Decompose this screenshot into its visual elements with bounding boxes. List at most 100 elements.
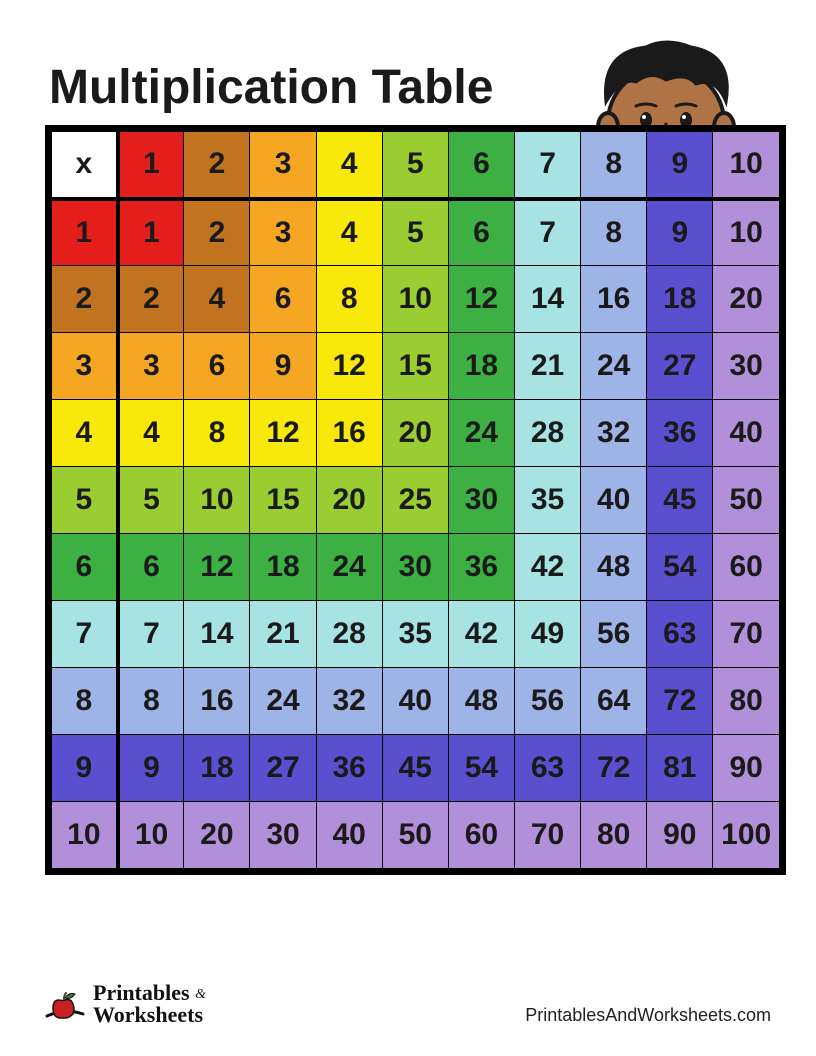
row-header-3: 3 (52, 333, 118, 400)
cell-7-7: 49 (514, 601, 580, 668)
cell-6-1: 6 (118, 534, 184, 601)
cell-1-7: 7 (514, 199, 580, 266)
cell-1-8: 8 (581, 199, 647, 266)
cell-3-8: 24 (581, 333, 647, 400)
cell-5-7: 35 (514, 467, 580, 534)
cell-9-5: 45 (382, 735, 448, 802)
cell-7-5: 35 (382, 601, 448, 668)
cell-10-8: 80 (581, 802, 647, 869)
cell-10-6: 60 (448, 802, 514, 869)
cell-10-1: 10 (118, 802, 184, 869)
cell-4-10: 40 (713, 400, 780, 467)
cell-6-6: 36 (448, 534, 514, 601)
cell-8-6: 48 (448, 668, 514, 735)
multiplication-grid: x123456789101123456789102246810121416182… (45, 125, 786, 875)
cell-6-3: 18 (250, 534, 316, 601)
cell-10-9: 90 (647, 802, 713, 869)
cell-10-10: 100 (713, 802, 780, 869)
cell-2-4: 8 (316, 266, 382, 333)
cell-6-7: 42 (514, 534, 580, 601)
cell-6-5: 30 (382, 534, 448, 601)
brand-logo: Printables & Worksheets (45, 982, 206, 1026)
cell-4-8: 32 (581, 400, 647, 467)
cell-6-8: 48 (581, 534, 647, 601)
cell-10-3: 30 (250, 802, 316, 869)
cell-9-4: 36 (316, 735, 382, 802)
cell-7-3: 21 (250, 601, 316, 668)
cell-9-3: 27 (250, 735, 316, 802)
row-header-8: 8 (52, 668, 118, 735)
col-header-9: 9 (647, 132, 713, 199)
cell-3-6: 18 (448, 333, 514, 400)
cell-8-3: 24 (250, 668, 316, 735)
cell-2-2: 4 (184, 266, 250, 333)
corner-cell: x (52, 132, 118, 199)
cell-4-5: 20 (382, 400, 448, 467)
row-header-10: 10 (52, 802, 118, 869)
cell-3-3: 9 (250, 333, 316, 400)
cell-10-5: 50 (382, 802, 448, 869)
cell-8-8: 64 (581, 668, 647, 735)
col-header-4: 4 (316, 132, 382, 199)
cell-9-8: 72 (581, 735, 647, 802)
cell-4-2: 8 (184, 400, 250, 467)
cell-9-9: 81 (647, 735, 713, 802)
cell-1-10: 10 (713, 199, 780, 266)
cell-3-1: 3 (118, 333, 184, 400)
col-header-2: 2 (184, 132, 250, 199)
cell-4-3: 12 (250, 400, 316, 467)
cell-3-2: 6 (184, 333, 250, 400)
cell-8-1: 8 (118, 668, 184, 735)
cell-3-7: 21 (514, 333, 580, 400)
brand-line2: Worksheets (93, 1002, 203, 1027)
cell-5-8: 40 (581, 467, 647, 534)
cell-9-1: 9 (118, 735, 184, 802)
row-header-1: 1 (52, 199, 118, 266)
col-header-8: 8 (581, 132, 647, 199)
footer-url: PrintablesAndWorksheets.com (525, 1005, 771, 1026)
cell-4-9: 36 (647, 400, 713, 467)
cell-4-1: 4 (118, 400, 184, 467)
cell-8-10: 80 (713, 668, 780, 735)
cell-5-9: 45 (647, 467, 713, 534)
cell-9-2: 18 (184, 735, 250, 802)
cell-9-10: 90 (713, 735, 780, 802)
cell-4-7: 28 (514, 400, 580, 467)
cell-8-5: 40 (382, 668, 448, 735)
cell-6-2: 12 (184, 534, 250, 601)
cell-1-3: 3 (250, 199, 316, 266)
row-header-7: 7 (52, 601, 118, 668)
cell-1-1: 1 (118, 199, 184, 266)
cell-5-4: 20 (316, 467, 382, 534)
col-header-5: 5 (382, 132, 448, 199)
cell-2-1: 2 (118, 266, 184, 333)
cell-6-10: 60 (713, 534, 780, 601)
cell-5-5: 25 (382, 467, 448, 534)
cell-5-2: 10 (184, 467, 250, 534)
cell-7-6: 42 (448, 601, 514, 668)
cell-1-6: 6 (448, 199, 514, 266)
row-header-6: 6 (52, 534, 118, 601)
brand-amp: & (195, 987, 206, 1002)
cell-7-9: 63 (647, 601, 713, 668)
cell-7-10: 70 (713, 601, 780, 668)
cell-6-9: 54 (647, 534, 713, 601)
row-header-9: 9 (52, 735, 118, 802)
row-header-2: 2 (52, 266, 118, 333)
cell-1-5: 5 (382, 199, 448, 266)
row-header-4: 4 (52, 400, 118, 467)
cell-10-4: 40 (316, 802, 382, 869)
cell-9-7: 63 (514, 735, 580, 802)
cell-8-4: 32 (316, 668, 382, 735)
cell-6-4: 24 (316, 534, 382, 601)
cell-7-2: 14 (184, 601, 250, 668)
cell-1-2: 2 (184, 199, 250, 266)
cell-10-7: 70 (514, 802, 580, 869)
cell-3-5: 15 (382, 333, 448, 400)
cell-2-8: 16 (581, 266, 647, 333)
col-header-10: 10 (713, 132, 780, 199)
cell-8-7: 56 (514, 668, 580, 735)
cell-7-8: 56 (581, 601, 647, 668)
cell-2-9: 18 (647, 266, 713, 333)
cell-2-3: 6 (250, 266, 316, 333)
